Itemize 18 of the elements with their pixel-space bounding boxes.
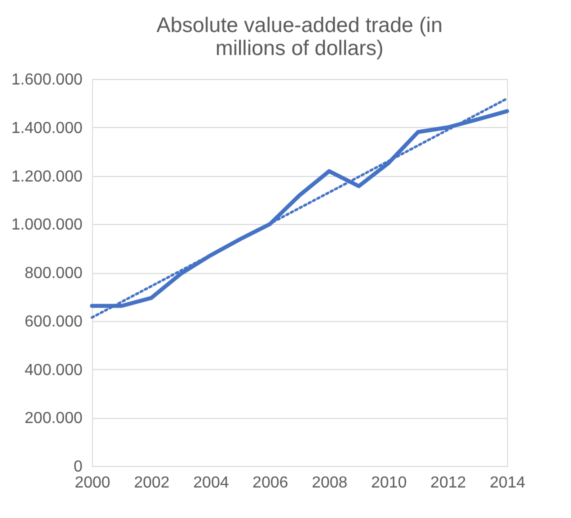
x-tick-label: 2006 bbox=[252, 474, 288, 492]
y-tick-label: 800.000 bbox=[24, 265, 83, 282]
y-tick-label: 0 bbox=[74, 458, 83, 476]
y-tick-label: 1.200.000 bbox=[11, 168, 83, 186]
x-tick-label: 2012 bbox=[430, 474, 466, 492]
y-tick-label: 1.000.000 bbox=[11, 216, 83, 234]
y-tick-label: 1.600.000 bbox=[11, 72, 83, 88]
x-tick-label: 2000 bbox=[74, 474, 110, 492]
y-tick-label: 600.000 bbox=[24, 313, 83, 330]
x-tick-label: 2004 bbox=[193, 474, 229, 492]
x-tick-label: 2010 bbox=[371, 474, 407, 492]
x-tick-label: 2002 bbox=[134, 474, 170, 492]
chart-title: Absolute value-added trade (in millions of dollars) bbox=[156, 14, 443, 60]
x-tick-label: 2008 bbox=[312, 474, 348, 492]
x-tick-label: 2014 bbox=[490, 474, 526, 492]
y-tick-label: 400.000 bbox=[24, 362, 83, 379]
y-tick-label: 200.000 bbox=[24, 410, 83, 428]
y-tick-label: 1.400.000 bbox=[11, 120, 83, 137]
